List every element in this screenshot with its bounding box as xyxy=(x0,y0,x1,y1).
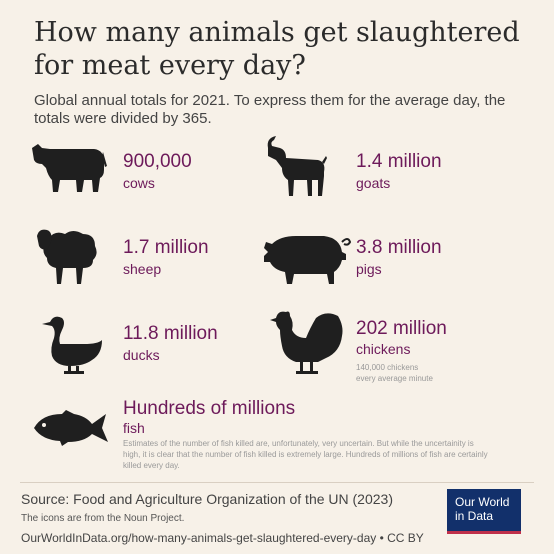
logo-line1: Our World xyxy=(455,495,510,509)
chickens-value: 202 million xyxy=(356,318,447,339)
sheep-label: sheep xyxy=(123,261,162,277)
fish-value: Hundreds of millions xyxy=(123,398,296,419)
fish-icon xyxy=(32,408,110,448)
cows-label: cows xyxy=(123,175,155,191)
ducks-value: 11.8 million xyxy=(123,323,218,344)
fish-note: Estimates of the number of fish killed a… xyxy=(123,439,488,470)
pigs-label: pigs xyxy=(356,261,382,277)
ducks-label: ducks xyxy=(123,347,160,363)
sheep-value: 1.7 million xyxy=(123,237,209,258)
goat-icon xyxy=(262,134,328,200)
footer-divider xyxy=(20,482,534,483)
icons-credit: The icons are from the Noun Project. xyxy=(21,513,185,524)
fish-label: fish xyxy=(123,420,145,436)
owid-logo[interactable]: Our World in Data xyxy=(447,489,521,534)
page-title: How many animals get slaughtered for mea… xyxy=(34,17,520,81)
source-text: Source: Food and Agriculture Organizatio… xyxy=(21,491,393,507)
pigs-value: 3.8 million xyxy=(356,237,442,258)
chickens-note-line2: every average minute xyxy=(356,374,433,383)
goats-label: goats xyxy=(356,175,391,191)
pig-icon xyxy=(260,230,352,288)
cows-value: 900,000 xyxy=(123,151,192,172)
source-url[interactable]: OurWorldInData.org/how-many-animals-get-… xyxy=(21,531,424,545)
cow-icon xyxy=(28,140,108,194)
chickens-label: chickens xyxy=(356,341,411,357)
subtitle: Global annual totals for 2021. To expres… xyxy=(34,92,506,127)
goats-value: 1.4 million xyxy=(356,151,442,172)
sheep-icon xyxy=(33,224,99,286)
chicken-icon xyxy=(266,308,346,376)
duck-icon xyxy=(40,314,106,376)
logo-line2: in Data xyxy=(455,509,494,523)
chickens-note-line1: 140,000 chickens xyxy=(356,363,419,372)
